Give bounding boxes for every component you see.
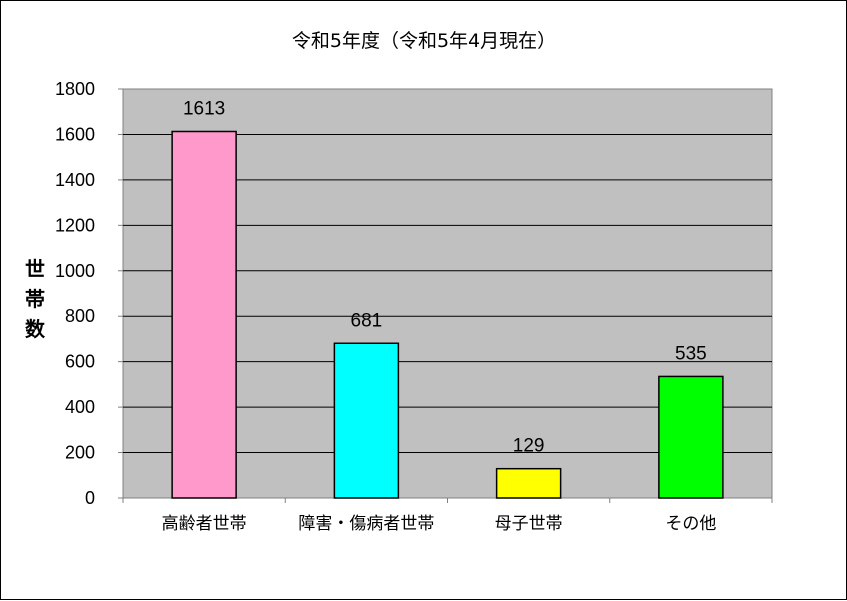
data-label: 1613 xyxy=(183,98,225,119)
bar xyxy=(333,342,400,499)
y-tick-label: 1400 xyxy=(55,170,95,190)
y-tick-label: 200 xyxy=(65,443,95,463)
x-category-label: 高齢者世帯 xyxy=(162,514,247,534)
y-tick-label: 600 xyxy=(65,352,95,372)
data-label: 535 xyxy=(675,343,707,364)
bars xyxy=(171,130,724,499)
y-axis-label-char: 数 xyxy=(25,317,46,341)
y-axis-ticks: 0 200 400 600 800 1000 1200 1400 1600 1800 xyxy=(55,79,123,508)
y-tick-label: 1000 xyxy=(55,261,95,281)
y-tick-label: 1800 xyxy=(55,79,95,99)
data-label: 129 xyxy=(513,436,545,457)
y-tick-label: 400 xyxy=(65,397,95,417)
data-label: 681 xyxy=(351,310,383,331)
y-tick-label: 1200 xyxy=(55,215,95,235)
y-axis-label: 世帯数 xyxy=(25,257,46,341)
bar xyxy=(495,467,562,499)
x-category-label: その他 xyxy=(665,514,716,534)
chart-title: 令和5年度（令和5年4月現在） xyxy=(292,30,556,52)
x-axis-tick-marks xyxy=(122,498,773,503)
bar xyxy=(658,375,724,499)
x-axis-categories: 高齢者世帯 障害・傷病者世帯 母子世帯 その他 xyxy=(162,514,717,534)
x-category-label: 障害・傷病者世帯 xyxy=(298,514,434,534)
y-tick-label: 800 xyxy=(65,306,95,326)
data-labels: 1613 681 129 535 xyxy=(183,98,707,456)
y-tick-label: 1600 xyxy=(55,124,95,144)
x-category-label: 母子世帯 xyxy=(495,514,563,534)
bar xyxy=(171,130,237,499)
y-tick-label: 0 xyxy=(85,488,95,508)
y-axis-label-char: 世 xyxy=(25,257,45,281)
y-axis-label-char: 帯 xyxy=(25,287,45,311)
